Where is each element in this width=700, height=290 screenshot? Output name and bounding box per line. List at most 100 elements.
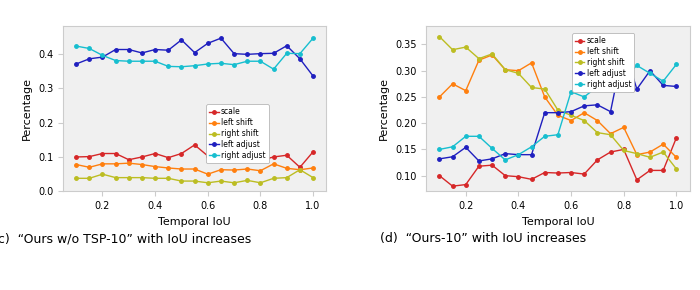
left adjust <box>527 153 536 156</box>
right adjust <box>475 135 483 138</box>
right shift <box>606 133 615 137</box>
left shift <box>449 82 457 86</box>
left shift <box>659 142 667 146</box>
left shift <box>295 168 304 171</box>
right shift <box>475 57 483 60</box>
scale <box>461 183 470 186</box>
scale <box>435 174 444 177</box>
scale <box>85 155 94 158</box>
right adjust <box>501 158 510 162</box>
scale <box>672 136 680 139</box>
right shift <box>620 149 628 152</box>
left adjust <box>138 51 146 55</box>
left adjust <box>270 52 278 55</box>
right shift <box>580 119 589 122</box>
Line: left shift: left shift <box>74 162 315 176</box>
right shift <box>309 176 317 179</box>
left adjust <box>125 48 133 51</box>
scale <box>527 177 536 181</box>
scale <box>125 158 133 162</box>
left shift <box>164 166 172 170</box>
right adjust <box>151 59 160 63</box>
right adjust <box>449 145 457 148</box>
left adjust <box>230 52 238 55</box>
left shift <box>475 59 483 62</box>
scale <box>151 152 160 155</box>
left shift <box>461 89 470 93</box>
left adjust <box>111 48 120 51</box>
left shift <box>151 165 160 168</box>
left shift <box>580 111 589 115</box>
scale <box>283 153 291 157</box>
left shift <box>256 169 265 173</box>
right shift <box>270 177 278 180</box>
scale <box>204 154 212 158</box>
Y-axis label: Percentage: Percentage <box>22 77 32 140</box>
scale <box>633 178 641 182</box>
Text: (d)  “Ours-10” with IoU increases: (d) “Ours-10” with IoU increases <box>380 232 586 245</box>
scale <box>514 175 523 178</box>
right shift <box>256 181 265 184</box>
left adjust <box>606 110 615 113</box>
left shift <box>72 163 80 166</box>
right adjust <box>256 59 265 63</box>
Legend: scale, left shift, right shift, left adjust, right adjust: scale, left shift, right shift, left adj… <box>206 104 269 163</box>
left shift <box>204 173 212 176</box>
left shift <box>270 162 278 166</box>
left adjust <box>151 48 160 51</box>
scale <box>475 164 483 168</box>
left shift <box>540 95 549 99</box>
left adjust <box>435 157 444 161</box>
scale <box>501 174 510 177</box>
right shift <box>540 87 549 91</box>
scale <box>243 153 251 156</box>
left adjust <box>243 52 251 56</box>
Y-axis label: Percentage: Percentage <box>379 77 389 140</box>
right adjust <box>606 78 615 82</box>
scale <box>554 171 562 175</box>
right adjust <box>295 52 304 55</box>
left shift <box>606 132 615 135</box>
Line: left adjust: left adjust <box>74 37 315 78</box>
right shift <box>138 176 146 179</box>
left shift <box>177 167 186 171</box>
left shift <box>646 150 654 154</box>
right adjust <box>125 59 133 63</box>
right adjust <box>98 54 106 57</box>
Line: right adjust: right adjust <box>74 37 315 71</box>
right adjust <box>488 147 496 150</box>
right shift <box>567 114 575 117</box>
right adjust <box>646 72 654 75</box>
right shift <box>177 179 186 183</box>
right shift <box>295 168 304 171</box>
right shift <box>217 179 225 183</box>
scale <box>138 155 146 159</box>
right adjust <box>580 95 589 99</box>
Legend: scale, left shift, right shift, left adjust, right adjust: scale, left shift, right shift, left adj… <box>572 33 634 92</box>
Line: scale: scale <box>438 136 678 188</box>
right shift <box>461 45 470 49</box>
left adjust <box>514 153 523 156</box>
Line: left adjust: left adjust <box>438 45 678 163</box>
left shift <box>283 166 291 170</box>
scale <box>309 150 317 153</box>
right shift <box>488 52 496 56</box>
left adjust <box>633 87 641 91</box>
left adjust <box>98 55 106 59</box>
right shift <box>190 179 199 183</box>
left shift <box>125 162 133 165</box>
right shift <box>554 108 562 112</box>
right adjust <box>164 65 172 68</box>
left adjust <box>501 152 510 155</box>
scale <box>217 141 225 144</box>
left adjust <box>646 69 654 72</box>
left shift <box>593 119 601 122</box>
X-axis label: Temporal IoU: Temporal IoU <box>522 217 594 227</box>
right shift <box>125 176 133 179</box>
left shift <box>514 69 523 72</box>
right adjust <box>633 64 641 67</box>
left adjust <box>295 57 304 61</box>
right adjust <box>85 47 94 50</box>
right shift <box>243 179 251 182</box>
scale <box>164 156 172 160</box>
